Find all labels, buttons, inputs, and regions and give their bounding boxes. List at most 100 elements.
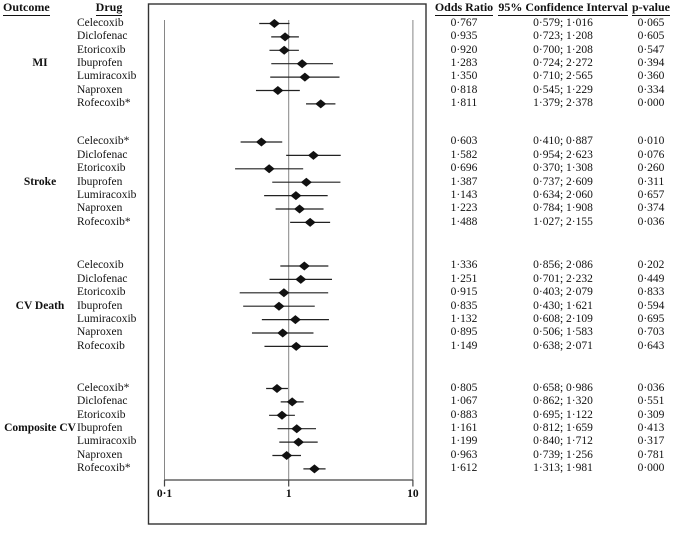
p-value-value: 0·551 xyxy=(637,395,665,408)
outcome-label: CV Death xyxy=(15,299,65,312)
drug-label: Ibuprofen xyxy=(77,422,123,434)
confidence-interval-value: 0·403; 2·079 xyxy=(533,286,593,299)
confidence-interval-value: 0·545; 1·229 xyxy=(533,83,593,96)
odds-ratio-value: 1·387 xyxy=(450,175,478,188)
drug-label: Lumiracoxib xyxy=(77,188,137,201)
p-value-value: 0·036 xyxy=(637,215,665,228)
odds-ratio-diamond xyxy=(307,150,319,160)
odds-ratio-diamond xyxy=(276,410,288,420)
odds-ratio-diamond xyxy=(308,464,320,474)
odds-ratio-value: 1·161 xyxy=(450,422,478,434)
drug-label: Celecoxib xyxy=(77,16,124,29)
p-value-value: 0·449 xyxy=(637,272,665,285)
p-value-value: 0·833 xyxy=(637,286,665,299)
confidence-interval-value: 0·608; 2·109 xyxy=(533,312,593,325)
odds-ratio-diamond xyxy=(277,328,289,338)
column-header-outcome-label: Outcome xyxy=(3,0,50,16)
p-value-value: 0·036 xyxy=(637,381,665,394)
confidence-interval-value: 0·840; 1·712 xyxy=(533,435,593,448)
confidence-interval-value: 0·430; 1·621 xyxy=(533,299,593,312)
confidence-interval-value: 0·862; 1·320 xyxy=(533,395,593,408)
p-value-value: 0·334 xyxy=(637,83,665,96)
column-header-outcome: Outcome xyxy=(3,0,50,16)
p-value-value: 0·781 xyxy=(637,448,665,461)
drug-label: Celecoxib xyxy=(77,259,124,272)
drug-label: Ibuprofen xyxy=(77,175,123,188)
column-header-confidence-interval-label: 95% Confidence Interval xyxy=(498,0,628,16)
confidence-interval-value: 0·737; 2·609 xyxy=(533,175,593,188)
odds-ratio-diamond xyxy=(273,301,285,311)
odds-ratio-value: 1·283 xyxy=(450,57,478,69)
odds-ratio-diamond xyxy=(300,177,312,187)
column-header-p-value: p-value xyxy=(621,0,677,16)
odds-ratio-diamond xyxy=(281,451,293,460)
p-value-value: 0·202 xyxy=(637,259,665,272)
odds-ratio-value: 1·350 xyxy=(450,70,478,83)
confidence-interval-value: 0·812; 1·659 xyxy=(533,422,593,434)
confidence-interval-value: 0·723; 1·208 xyxy=(533,30,593,43)
drug-label: Etoricoxib xyxy=(77,286,126,299)
column-header-p-value-label: p-value xyxy=(631,0,670,16)
p-value-value: 0·010 xyxy=(637,135,665,148)
odds-ratio-value: 1·582 xyxy=(450,148,478,161)
p-value-value: 0·076 xyxy=(637,148,665,161)
odds-ratio-value: 1·143 xyxy=(450,188,478,201)
odds-ratio-value: 0·603 xyxy=(450,135,478,148)
drug-label: Etoricoxib xyxy=(77,43,126,56)
odds-ratio-value: 0·915 xyxy=(450,286,478,299)
odds-ratio-value: 0·883 xyxy=(450,408,478,421)
column-header-odds-ratio: Odds Ratio xyxy=(434,0,494,16)
odds-ratio-diamond xyxy=(289,315,301,325)
drug-label: Etoricoxib xyxy=(77,408,126,421)
column-header-drug: Drug xyxy=(77,1,141,16)
odds-ratio-value: 1·199 xyxy=(450,435,478,448)
confidence-interval-value: 1·313; 1·981 xyxy=(533,462,593,475)
drug-label: Lumiracoxib xyxy=(77,70,137,83)
drug-label: Rofecoxib* xyxy=(77,215,131,228)
confidence-interval-value: 0·634; 2·060 xyxy=(533,188,593,201)
p-value-value: 0·000 xyxy=(637,462,665,475)
odds-ratio-diamond xyxy=(315,99,327,109)
odds-ratio-diamond xyxy=(304,217,316,227)
p-value-value: 0·065 xyxy=(637,16,665,29)
odds-ratio-value: 0·920 xyxy=(450,43,478,56)
p-value-value: 0·311 xyxy=(637,175,665,188)
drug-label: Celecoxib* xyxy=(77,135,130,148)
p-value-value: 0·643 xyxy=(637,339,665,352)
outcome-label: Stroke xyxy=(23,175,57,188)
drug-label: Rofecoxib* xyxy=(77,97,131,110)
odds-ratio-value: 1·811 xyxy=(450,97,478,110)
odds-ratio-diamond xyxy=(298,261,310,271)
drug-label: Diclofenac xyxy=(77,395,128,408)
odds-ratio-value: 1·223 xyxy=(450,202,478,215)
confidence-interval-value: 0·701; 2·232 xyxy=(533,272,593,285)
confidence-interval-value: 0·638; 2·071 xyxy=(533,339,593,352)
odds-ratio-value: 0·895 xyxy=(450,326,478,339)
confidence-interval-value: 0·506; 1·583 xyxy=(533,326,593,339)
odds-ratio-value: 0·935 xyxy=(450,30,478,43)
confidence-interval-value: 0·710; 2·565 xyxy=(533,70,593,83)
drug-label: Naproxen xyxy=(77,326,123,339)
p-value-value: 0·360 xyxy=(637,70,665,83)
plot-border xyxy=(147,3,427,525)
p-value-value: 0·374 xyxy=(637,202,665,215)
column-header-odds-ratio-label: Odds Ratio xyxy=(434,0,494,16)
drug-label: Naproxen xyxy=(77,83,123,96)
drug-label: Diclofenac xyxy=(77,272,128,285)
confidence-interval-value: 0·700; 1·208 xyxy=(533,43,593,56)
confidence-interval-value: 0·856; 2·086 xyxy=(533,259,593,272)
odds-ratio-value: 0·818 xyxy=(450,83,478,96)
odds-ratio-diamond xyxy=(286,397,298,407)
odds-ratio-value: 1·149 xyxy=(450,339,478,352)
odds-ratio-value: 0·963 xyxy=(450,448,478,461)
p-value-value: 0·309 xyxy=(637,408,665,421)
p-value-value: 0·703 xyxy=(637,326,665,339)
odds-ratio-diamond xyxy=(294,204,306,214)
odds-ratio-diamond xyxy=(290,191,302,201)
odds-ratio-value: 0·696 xyxy=(450,162,478,175)
odds-ratio-diamond xyxy=(278,288,290,298)
confidence-interval-value: 0·784; 1·908 xyxy=(533,202,593,215)
confidence-interval-value: 0·658; 0·986 xyxy=(533,381,593,394)
